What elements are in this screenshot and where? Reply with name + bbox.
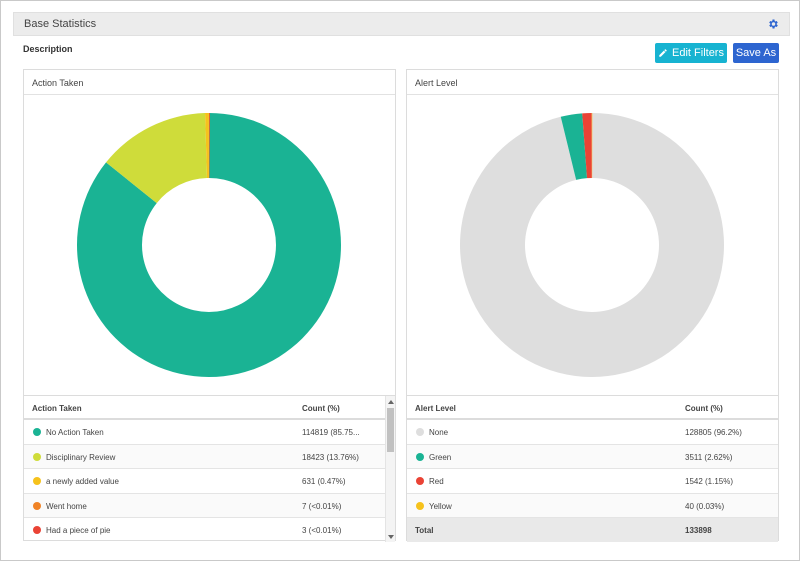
table-total-row: Total 133898 [407, 518, 778, 542]
legend-swatch [33, 526, 41, 534]
donut-slice-had-a-piece-of-pie[interactable] [209, 113, 210, 179]
donut-slice-green[interactable] [560, 113, 588, 180]
save-as-button[interactable]: Save As [733, 43, 779, 63]
table-row[interactable]: No Action Taken 114819 (85.75... [24, 420, 395, 445]
edit-filters-button[interactable]: Edit Filters [655, 43, 727, 63]
chart-area [407, 95, 778, 395]
row-label: Green [429, 452, 452, 462]
scroll-down-arrow-icon[interactable] [388, 535, 394, 539]
action-taken-table: Action Taken Count (%) No Action Taken 1… [24, 395, 395, 542]
table-row[interactable]: Had a piece of pie 3 (<0.01%) [24, 518, 395, 542]
gear-icon[interactable] [767, 18, 779, 30]
table-row[interactable]: Red 1542 (1.15%) [407, 469, 778, 494]
row-count: 114819 (85.75... [302, 428, 360, 437]
legend-swatch [33, 477, 41, 485]
action-taken-panel: Action Taken Action Taken Count (%) No A… [23, 69, 396, 542]
table-row[interactable]: Yellow 40 (0.03%) [407, 493, 778, 518]
table-row[interactable]: Went home 7 (<0.01%) [24, 493, 395, 518]
total-value: 133898 [685, 526, 712, 535]
row-label: Red [429, 477, 444, 486]
legend-swatch [33, 452, 41, 461]
table-row[interactable]: a newly added value 631 (0.47%) [24, 469, 395, 494]
legend-swatch [416, 428, 424, 436]
donut-slice-none[interactable] [460, 113, 724, 377]
table-row[interactable]: Disciplinary Review 18423 (13.76%) [24, 444, 395, 469]
row-label: Had a piece of pie [46, 526, 111, 535]
alert-level-donut-chart [460, 113, 724, 377]
title-bar: Base Statistics [13, 12, 790, 36]
table-header: Action Taken Count (%) [24, 396, 395, 420]
row-label: Went home [46, 501, 87, 511]
donut-slice-yellow[interactable] [591, 113, 593, 179]
pencil-icon [659, 49, 667, 57]
table-scrollbar[interactable] [385, 396, 395, 542]
table-row[interactable]: None 128805 (96.2%) [407, 420, 778, 445]
scroll-thumb[interactable] [387, 408, 394, 452]
panel-header: Action Taken [24, 70, 395, 95]
panel-header: Alert Level [407, 70, 778, 95]
row-count: 631 (0.47%) [302, 477, 346, 486]
description-label: Description [23, 44, 73, 54]
row-label: No Action Taken [46, 428, 104, 437]
legend-swatch [416, 477, 424, 485]
donut-slice-went-home[interactable] [208, 113, 210, 179]
alert-level-table: Alert Level Count (%) None 128805 (96.2%… [407, 395, 778, 542]
row-count: 7 (<0.01%) [302, 501, 342, 511]
row-count: 128805 (96.2%) [685, 428, 742, 437]
action-taken-donut-chart [77, 113, 342, 377]
row-label: a newly added value [46, 477, 119, 486]
total-label: Total [415, 526, 434, 535]
edit-filters-label: Edit Filters [672, 47, 724, 59]
donut-slice-no-action-taken[interactable] [77, 113, 342, 377]
donut-slice-disciplinary-review[interactable] [106, 113, 207, 204]
legend-swatch [416, 501, 424, 510]
row-count: 3511 (2.62%) [685, 452, 733, 462]
row-label: Disciplinary Review [46, 452, 116, 462]
column-header-count: Count (%) [685, 404, 723, 413]
chart-area [24, 95, 395, 395]
legend-swatch [33, 501, 41, 510]
column-header-count: Count (%) [302, 404, 340, 413]
row-count: 1542 (1.15%) [685, 477, 734, 486]
page-title: Base Statistics [24, 18, 97, 30]
row-label: None [429, 428, 449, 437]
donut-slice-red[interactable] [582, 113, 592, 179]
column-header-alert: Alert Level [415, 404, 456, 413]
donut-slice-a-newly-added-value[interactable] [205, 113, 209, 179]
panel-title: Alert Level [415, 78, 458, 88]
column-header-action: Action Taken [32, 404, 82, 413]
alert-level-panel: Alert Level Alert Level Count (%) None 1… [406, 69, 779, 542]
row-count: 40 (0.03%) [685, 501, 725, 511]
table-header: Alert Level Count (%) [407, 396, 778, 420]
row-count: 18423 (13.76%) [302, 452, 359, 462]
legend-swatch [33, 428, 41, 436]
scroll-up-arrow-icon[interactable] [388, 400, 394, 404]
legend-swatch [416, 452, 424, 461]
row-label: Yellow [429, 501, 452, 511]
panel-title: Action Taken [32, 78, 84, 88]
row-count: 3 (<0.01%) [302, 526, 342, 535]
table-row[interactable]: Green 3511 (2.62%) [407, 444, 778, 469]
